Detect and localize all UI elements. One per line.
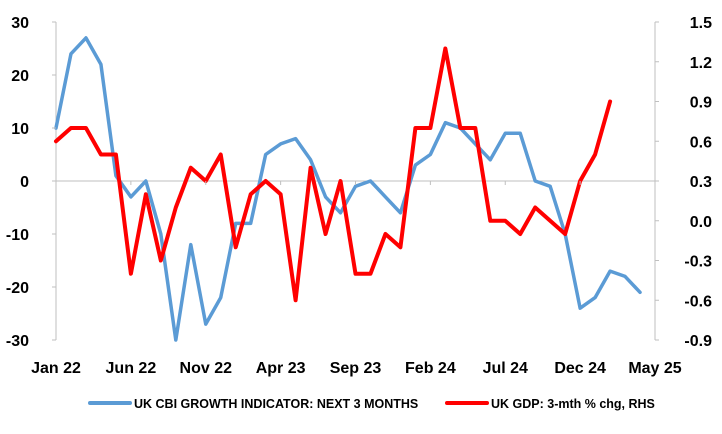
x-tick-label: Jul 24: [483, 360, 528, 377]
y-right-tick-label: 1.2: [690, 55, 712, 72]
y-right-tick-label: -0.9: [684, 333, 712, 350]
y-right-tick-label: -0.3: [684, 254, 712, 271]
y-left-tick-label: -30: [6, 333, 29, 350]
x-tick-label: Apr 23: [256, 360, 306, 377]
x-tick-label: May 25: [628, 360, 681, 377]
x-tick-label: Jun 22: [106, 360, 157, 377]
y-left-tick-label: 0: [20, 174, 29, 191]
y-right-tick-label: 0.0: [690, 214, 712, 231]
y-right-tick-label: 0.9: [690, 95, 712, 112]
y-left-tick-label: -10: [6, 227, 29, 244]
y-left-tick-label: 10: [11, 121, 29, 138]
legend-label-cbi: UK CBI GROWTH INDICATOR: NEXT 3 MONTHS: [134, 397, 418, 411]
y-left-tick-label: 30: [11, 15, 29, 32]
tick-labels: 30 20 10 0 -10 -20 -30 1.5 1.2 0.9 0.6 0.3 0.0 -0.3 -0…: [6, 15, 712, 377]
x-tick-label: Sep 23: [330, 360, 382, 377]
x-tick-label: Dec 24: [554, 360, 606, 377]
y-right-tick-label: 0.3: [690, 174, 712, 191]
x-tick-label: Nov 22: [180, 360, 233, 377]
series-lines: [54, 36, 642, 342]
series-line-gdp: [54, 46, 613, 303]
x-tick-label: Jan 22: [31, 360, 81, 377]
y-right-tick-label: -0.6: [684, 293, 712, 310]
y-right-tick-label: 0.6: [690, 134, 712, 151]
legend: UK CBI GROWTH INDICATOR: NEXT 3 MONTHS U…: [88, 397, 655, 411]
legend-label-gdp: UK GDP: 3-mth % chg, RHS: [491, 397, 655, 411]
series-line-cbi: [54, 36, 642, 342]
y-right-tick-label: 1.5: [690, 15, 712, 32]
x-tick-label: Feb 24: [405, 360, 456, 377]
y-left-tick-label: -20: [6, 280, 29, 297]
y-left-tick-label: 20: [11, 68, 29, 85]
